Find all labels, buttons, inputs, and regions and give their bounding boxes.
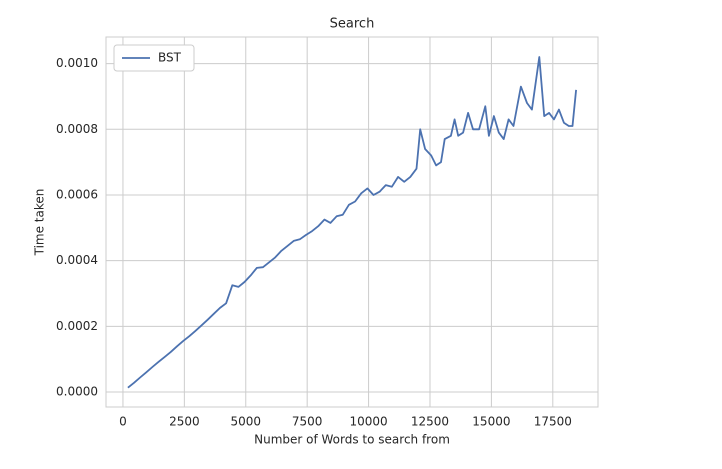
x-tick-label: 15000 <box>472 415 510 429</box>
y-tick-label: 0.0004 <box>56 253 98 267</box>
y-tick-label: 0.0008 <box>56 122 98 136</box>
y-axis-label: Time taken <box>33 189 47 257</box>
x-tick-label: 2500 <box>169 415 200 429</box>
legend-box <box>113 44 195 72</box>
line <box>127 56 577 389</box>
x-tick-label: 12500 <box>411 415 449 429</box>
y-tick-label: 0.0002 <box>56 319 98 333</box>
x-tick-label: 10000 <box>349 415 387 429</box>
y-tick-label: 0.0010 <box>56 56 98 70</box>
plot-area <box>105 36 599 408</box>
chart-title: Search <box>330 17 375 32</box>
x-axis-label: Number of Words to search from <box>254 433 450 447</box>
x-tick-label: 0 <box>119 415 127 429</box>
y-tick-label: 0.0006 <box>56 187 98 201</box>
y-tick-label: 0.0000 <box>56 384 98 398</box>
x-tick-label: 7500 <box>292 415 323 429</box>
x-tick-label: 17500 <box>534 415 572 429</box>
legend-label: BST <box>158 51 182 65</box>
x-tick-label: 5000 <box>230 415 261 429</box>
